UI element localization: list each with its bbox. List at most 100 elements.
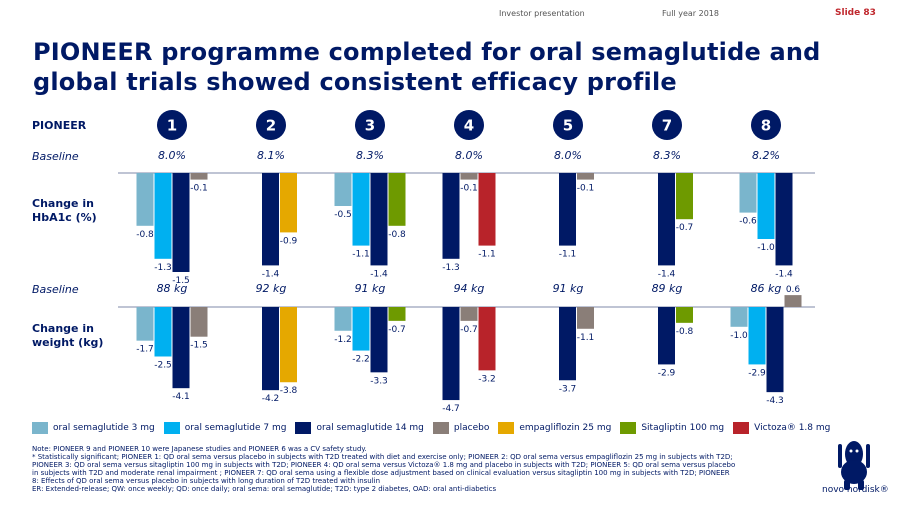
legend-item: oral semaglutide 14 mg (295, 422, 424, 434)
bar-value-label: -1.2 (334, 335, 352, 345)
legend: oral semaglutide 3 mg oral semaglutide 7 … (32, 422, 839, 434)
legend-label: Sitagliptin 100 mg (641, 423, 725, 433)
bar-value-label: -0.8 (676, 327, 694, 337)
footnote-line: * Statistically significant; PIONEER 1: … (32, 453, 733, 461)
bar (154, 307, 172, 357)
baseline-value: 92 kg (256, 282, 287, 295)
bar (559, 173, 576, 246)
bar (154, 173, 172, 259)
pioneer-trial-number: 3 (365, 117, 375, 135)
bar-value-label: -0.7 (388, 325, 406, 335)
legend-item: Victoza® 1.8 mg (733, 422, 830, 434)
bar-value-label: -1.1 (577, 333, 595, 343)
bar (352, 307, 370, 351)
baseline-value: 88 kg (157, 282, 188, 295)
bar-value-label: -1.5 (190, 341, 208, 351)
baseline-value: 91 kg (355, 282, 386, 295)
pioneer-trial-number: 5 (563, 117, 573, 135)
bar (559, 307, 576, 381)
bar (676, 173, 693, 220)
legend-label: empagliflozin 25 mg (519, 423, 612, 433)
bar (460, 307, 478, 321)
bar (577, 307, 594, 329)
legend-label: oral semaglutide 14 mg (316, 423, 424, 433)
bar (658, 307, 675, 365)
footnote-line: PIONEER 3: QD oral sema versus sitaglipt… (32, 461, 736, 469)
pioneer-trial-circle (553, 110, 583, 140)
bar (262, 307, 279, 391)
legend-swatch (32, 422, 48, 434)
pioneer-trial-circle (256, 110, 286, 140)
pioneer-trial-circle (454, 110, 484, 140)
bar-value-label: -3.3 (370, 376, 388, 386)
bar-value-label: -1.1 (559, 250, 577, 260)
bar-value-label: -0.5 (334, 210, 352, 220)
pioneer-trial-circle (157, 110, 187, 140)
bar-value-label: -1.0 (730, 331, 748, 341)
bar (388, 173, 406, 226)
pioneer-trial-number: 8 (761, 117, 771, 135)
bar (190, 173, 208, 180)
header-period: Full year 2018 (662, 9, 719, 18)
legend-swatch (620, 422, 637, 434)
legend-swatch (498, 422, 515, 434)
pioneer-trial-number: 4 (464, 117, 474, 135)
baseline-label-hba1c: Baseline (32, 150, 79, 163)
bar-value-label: 0.6 (786, 285, 801, 295)
title-line-1: PIONEER programme completed for oral sem… (33, 38, 821, 66)
bar-value-label: -1.1 (478, 250, 496, 260)
baseline-value: 8.2% (752, 149, 780, 162)
bar-value-label: -0.9 (280, 236, 298, 246)
bar (136, 307, 154, 341)
pioneer-trial-number: 2 (266, 117, 276, 135)
legend-swatch (163, 422, 180, 434)
bar (775, 173, 793, 266)
bar (577, 173, 594, 180)
bar-value-label: -1.0 (757, 243, 775, 253)
legend-label: oral semaglutide 3 mg (53, 423, 155, 433)
bar-value-label: -1.4 (658, 269, 676, 279)
bar (757, 173, 775, 239)
footnote-line: 8: Effects of QD oral sema versus placeb… (32, 477, 381, 485)
header-presentation: Investor presentation (499, 9, 585, 18)
bar-value-label: -3.8 (280, 386, 298, 396)
baseline-value: 8.0% (158, 149, 186, 162)
bar-value-label: -0.1 (190, 184, 208, 194)
bar-value-label: -0.1 (577, 184, 595, 194)
bar-value-label: -1.4 (775, 269, 793, 279)
baseline-value: 89 kg (652, 282, 683, 295)
bar (370, 307, 388, 373)
legend-swatch (295, 422, 312, 434)
pioneer-trial-number: 1 (167, 117, 177, 135)
legend-label: Victoza® 1.8 mg (754, 423, 831, 433)
baseline-value: 8.3% (653, 149, 681, 162)
bar-value-label: -0.8 (388, 230, 406, 240)
bar-value-label: -2.2 (352, 355, 370, 365)
bar-value-label: -2.9 (748, 368, 766, 378)
bar (172, 307, 190, 389)
legend-item: placebo (432, 422, 489, 434)
legend-item: Sitagliptin 100 mg (620, 422, 724, 434)
baseline-value: 8.1% (257, 149, 285, 162)
bar-value-label: -0.1 (460, 184, 478, 194)
bar (748, 307, 766, 365)
bar-value-label: -1.4 (370, 269, 388, 279)
bar (676, 307, 693, 323)
legend-swatch (733, 422, 750, 434)
legend-item: oral semaglutide 7 mg (163, 422, 287, 434)
baseline-value: 8.0% (554, 149, 582, 162)
pioneer-trial-circle (355, 110, 385, 140)
footnote-line: Note: PIONEER 9 and PIONEER 10 were Japa… (32, 445, 367, 453)
bar-value-label: -1.7 (136, 345, 154, 355)
legend-label: oral semaglutide 7 mg (184, 423, 287, 433)
bar-value-label: -2.9 (658, 368, 676, 378)
novo-nordisk-logo (838, 441, 870, 490)
bar (262, 173, 279, 266)
pioneer-trial-number: 7 (662, 117, 672, 135)
bar (370, 173, 388, 266)
footnote-line: ER: Extended-release; QW: once weekly; Q… (32, 485, 497, 493)
footnotes: Note: PIONEER 9 and PIONEER 10 were Japa… (32, 445, 817, 493)
baseline-value: 8.0% (455, 149, 483, 162)
pioneer-trial-circle (751, 110, 781, 140)
bar-value-label: -1.3 (154, 263, 172, 273)
